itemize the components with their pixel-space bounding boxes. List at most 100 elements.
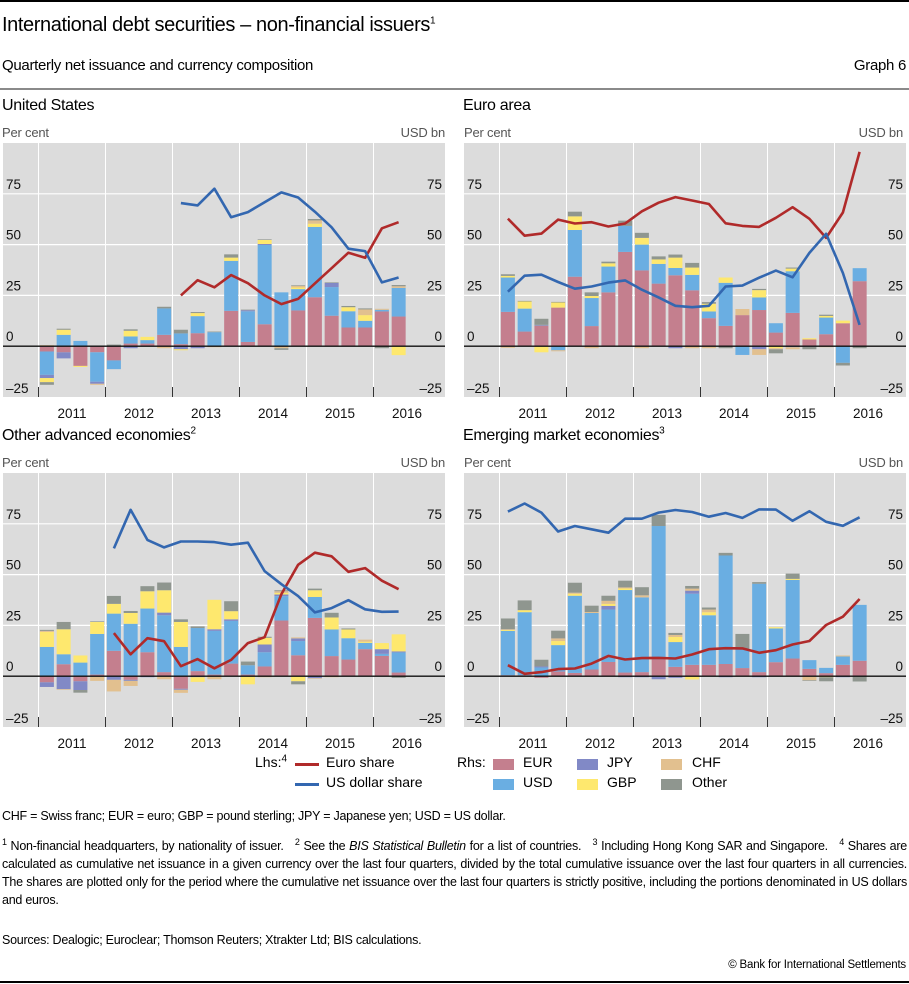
- bar-segment-gbp: [685, 267, 700, 275]
- bar-segment-usd: [90, 352, 105, 382]
- legend-lhs-text: Lhs:: [255, 754, 282, 770]
- bar-segment-other: [752, 288, 767, 291]
- bar-segment-other: [190, 312, 205, 314]
- bar-segment-eur: [358, 327, 373, 347]
- bar-segment-gbp: [768, 346, 783, 349]
- bar-segment-eur: [685, 290, 700, 347]
- bar-segment-eur: [852, 660, 867, 677]
- bar-segment-chf: [701, 346, 716, 349]
- bar-segment-other: [668, 632, 683, 635]
- x-tick-label: 2012: [585, 736, 615, 751]
- left-axis-unit: Per cent: [464, 455, 511, 470]
- bar-segment-eur: [39, 346, 54, 352]
- bar-segment-usd: [240, 311, 255, 342]
- y-tick-label-right: 0: [895, 329, 903, 344]
- bar-segment-chf: [601, 600, 616, 604]
- y-tick-label-left: 0: [467, 659, 475, 674]
- bar-segment-gbp: [567, 593, 582, 596]
- footnote-1: Non-financial headquarters, by nationali…: [10, 839, 284, 853]
- bar-segment-eur: [240, 341, 255, 347]
- bar-segment-jpy: [73, 681, 88, 691]
- bar-segment-other: [39, 629, 54, 631]
- bar-segment-eur: [768, 332, 783, 347]
- bar-segment-eur: [584, 326, 599, 347]
- bar-segment-eur: [701, 664, 716, 677]
- bar-segment-other: [685, 585, 700, 589]
- bar-segment-eur: [358, 649, 373, 677]
- bar-segment-eur: [802, 339, 817, 347]
- header-rule: [0, 88, 909, 90]
- bar-segment-usd: [123, 336, 138, 344]
- bar-segment-gbp: [240, 676, 255, 685]
- bar-segment-eur: [735, 315, 750, 347]
- bar-segment-chf: [618, 587, 633, 589]
- x-tick-label: 2015: [325, 406, 355, 421]
- top-border: [0, 0, 909, 2]
- y-tick-label-left: 50: [6, 558, 21, 573]
- bar-segment-usd: [374, 309, 389, 312]
- bar-segment-gbp: [123, 613, 138, 624]
- x-tick-label: 2016: [392, 736, 422, 751]
- bar-segment-chf: [374, 308, 389, 310]
- graph-number: Graph 6: [853, 57, 906, 74]
- bar-segment-other: [274, 348, 289, 350]
- bar-segment-usd: [584, 613, 599, 670]
- bar-segment-other: [274, 590, 289, 592]
- legend-euro-share-line: [295, 763, 319, 766]
- bar-segment-usd: [651, 526, 666, 660]
- bar-segment-other: [307, 588, 322, 591]
- y-tick-label-left: 50: [467, 228, 482, 243]
- bar-segment-other: [601, 595, 616, 601]
- legend-chf-swatch: [661, 759, 682, 770]
- bar-segment-gbp: [500, 629, 515, 631]
- bar-segment-gbp: [140, 336, 155, 341]
- bar-segment-other: [39, 382, 54, 385]
- bar-segment-jpy: [601, 605, 616, 610]
- bar-segment-chf: [584, 346, 599, 349]
- bar-segment-eur: [651, 283, 666, 347]
- bar-segment-other: [567, 582, 582, 593]
- bar-segment-gbp: [157, 590, 172, 613]
- bar-segment-other: [73, 690, 88, 693]
- y-tick-label-left: 25: [467, 608, 482, 623]
- bar-segment-gbp: [701, 612, 716, 616]
- bar-segment-other: [852, 346, 867, 349]
- bar-segment-usd: [358, 320, 373, 328]
- bar-segment-jpy: [324, 283, 339, 288]
- bar-segment-usd: [802, 660, 817, 669]
- bar-segment-other: [240, 309, 255, 311]
- bar-segment-jpy: [123, 346, 138, 349]
- bar-segment-eur: [257, 666, 272, 677]
- bar-segment-jpy: [257, 644, 272, 653]
- bar-segment-usd: [785, 579, 800, 659]
- left-axis-unit: Per cent: [2, 125, 49, 140]
- bar-segment-other: [106, 344, 121, 346]
- y-tick-label-left: –25: [6, 381, 29, 396]
- bar-segment-eur: [391, 672, 406, 677]
- bar-segment-eur: [551, 307, 566, 347]
- footnote-ref: 3: [659, 425, 665, 437]
- bar-segment-gbp: [534, 346, 549, 353]
- bar-segment-usd: [374, 653, 389, 656]
- bar-segment-eur: [852, 281, 867, 347]
- bar-segment-gbp: [551, 302, 566, 308]
- y-tick-label-left: 50: [467, 558, 482, 573]
- footnote-number: 1: [2, 836, 7, 847]
- bar-segment-eur: [307, 297, 322, 347]
- panel-euro-area: Euro area: [463, 97, 531, 115]
- bar-segment-gbp: [73, 655, 88, 663]
- right-axis-unit: USD bn: [400, 455, 446, 470]
- bar-segment-chf: [307, 220, 322, 224]
- bar-segment-eur: [190, 671, 205, 677]
- bar-segment-eur: [651, 659, 666, 677]
- bar-segment-usd: [651, 263, 666, 284]
- bar-segment-eur: [224, 310, 239, 347]
- bar-segment-usd: [735, 648, 750, 669]
- bar-segment-usd: [341, 638, 356, 660]
- bar-segment-gbp: [517, 301, 532, 309]
- bar-segment-other: [584, 605, 599, 612]
- bar-segment-chf: [567, 592, 582, 594]
- bar-segment-eur: [634, 270, 649, 347]
- bar-segment-other: [551, 630, 566, 639]
- bar-segment-gbp: [785, 578, 800, 580]
